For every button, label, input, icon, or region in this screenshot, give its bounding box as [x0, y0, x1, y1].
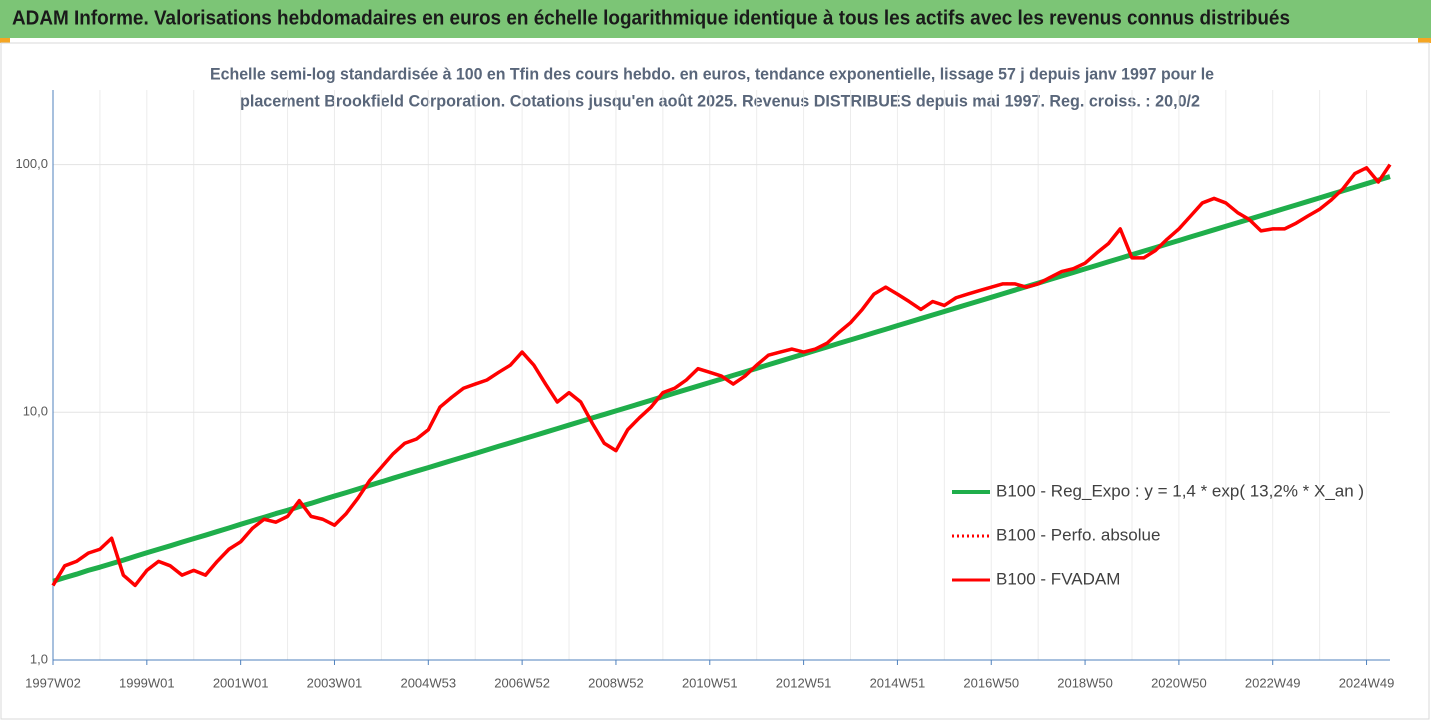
x-tick-label: 2018W50	[1057, 675, 1113, 690]
x-tick-label: 2010W51	[682, 675, 738, 690]
x-tick-label: 2012W51	[776, 675, 832, 690]
x-tick-label: 2003W01	[307, 675, 363, 690]
x-tick-label: 1999W01	[119, 675, 175, 690]
y-tick-label: 1,0	[30, 651, 48, 666]
corner-mark	[0, 38, 10, 43]
x-tick-label: 2006W52	[494, 675, 550, 690]
header-bar	[0, 0, 1431, 38]
chart-frame	[0, 42, 1430, 720]
x-tick-label: 2020W50	[1151, 675, 1207, 690]
corner-mark	[1418, 38, 1431, 43]
x-tick-label: 2001W01	[213, 675, 269, 690]
x-tick-label: 2022W49	[1245, 675, 1301, 690]
legend-label: B100 - Reg_Expo : y = 1,4 * exp( 13,2% *…	[996, 481, 1364, 500]
x-tick-label: 2004W53	[400, 675, 456, 690]
chart-subtitle: placement Brookfield Corporation. Cotati…	[240, 91, 1200, 110]
y-tick-label: 10,0	[23, 404, 48, 419]
x-tick-label: 2014W51	[870, 675, 926, 690]
series-line	[51, 163, 1392, 588]
x-tick-label: 2008W52	[588, 675, 644, 690]
x-tick-label: 2016W50	[963, 675, 1019, 690]
y-tick-label: 100,0	[15, 156, 48, 171]
legend-label: B100 - Perfo. absolue	[996, 525, 1160, 544]
chart-subtitle: Echelle semi-log standardisée à 100 en T…	[210, 64, 1214, 83]
x-tick-label: 1997W02	[25, 675, 81, 690]
series-line	[52, 174, 1391, 584]
chart-title: ADAM Informe. Valorisations hebdomadaire…	[12, 7, 1290, 29]
legend-label: B100 - FVADAM	[996, 569, 1120, 588]
x-tick-label: 2024W49	[1339, 675, 1395, 690]
